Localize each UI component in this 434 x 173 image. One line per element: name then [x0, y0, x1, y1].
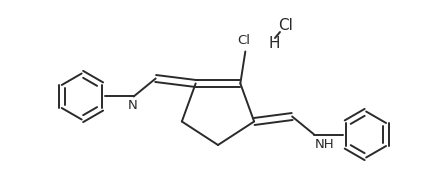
- Text: Cl: Cl: [236, 34, 249, 48]
- Text: H: H: [268, 35, 280, 51]
- Text: N: N: [128, 99, 137, 112]
- Text: NH: NH: [314, 138, 334, 151]
- Text: Cl: Cl: [277, 17, 292, 33]
